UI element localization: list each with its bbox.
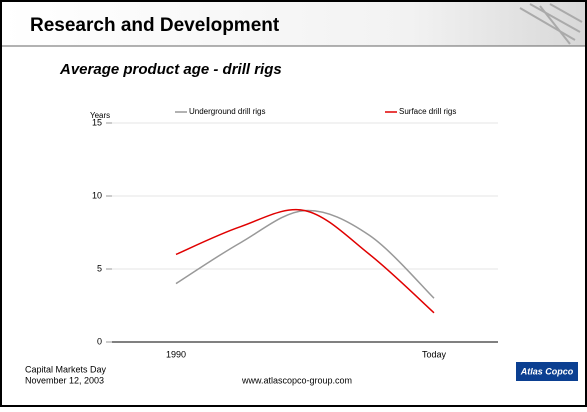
footer-event: Capital Markets Day (25, 364, 107, 374)
logo-box (516, 362, 578, 381)
plot: 0 5 10 15 1990 Today Underground drill rigs Sur… (92, 107, 498, 359)
header-drill (519, 3, 583, 45)
series-line (175, 208, 435, 314)
y-tick-label: 10 (92, 190, 102, 200)
y-tick-label: 15 (92, 117, 102, 127)
slide-title: Research and Development (30, 15, 280, 36)
chart-title: Average product age - drill rigs (59, 61, 282, 78)
logo: Atlas Copco (520, 366, 574, 376)
y-axis-label: Years (90, 111, 110, 120)
y-tick-label: 0 (97, 336, 102, 346)
x-tick-label: 1990 (166, 349, 186, 359)
footer-date: November 12, 2003 (25, 375, 104, 385)
header-band (2, 2, 585, 46)
y-tick-label: 5 (97, 263, 102, 273)
legend-label: Surface drill rigs (399, 107, 456, 116)
legend-label: Underground drill rigs (189, 107, 265, 116)
x-tick-label: Today (422, 349, 447, 359)
footer-url: www.atlascopco-group.com (241, 375, 352, 385)
